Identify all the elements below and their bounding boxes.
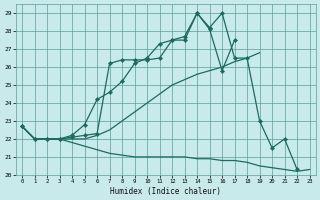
X-axis label: Humidex (Indice chaleur): Humidex (Indice chaleur): [110, 187, 221, 196]
